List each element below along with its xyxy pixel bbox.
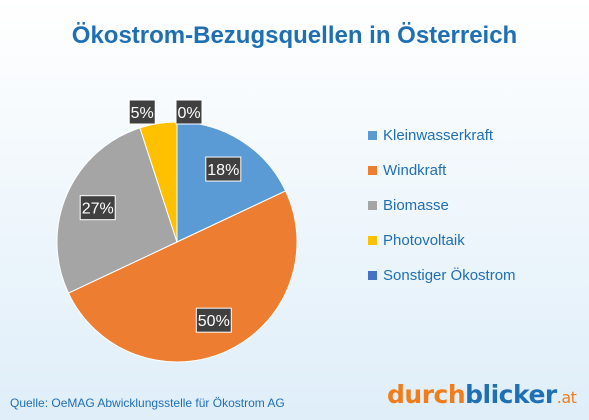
pie-slice-biomasse [56, 127, 178, 294]
legend-item-biomasse: Biomasse [368, 193, 516, 217]
legend-item-windkraft: Windkraft [368, 158, 516, 182]
data-label-box [128, 99, 156, 125]
legend-item-photovoltaik: Photovoltaik [368, 228, 516, 252]
data-label-box [195, 307, 232, 333]
legend-swatch [368, 165, 377, 175]
data-label-text: 5% [131, 105, 154, 122]
data-label-text: 18% [207, 162, 239, 179]
data-label-text: 50% [198, 313, 230, 330]
data-label-photovoltaik: 5% [128, 99, 156, 125]
durchblicker-logo: durchblicker.at [387, 380, 577, 414]
data-label-text: 27% [82, 201, 114, 218]
data-label-sonstiger-okostrom: 0% [175, 99, 203, 125]
legend-item-sonstiger-okostrom: Sonstiger Ökostrom [368, 263, 516, 287]
data-label-box [205, 156, 242, 182]
chart-legend: Kleinwasserkraft Windkraft Biomasse Photovo… [368, 123, 516, 298]
logo-part-blicker: blicker [465, 380, 557, 409]
data-label-box [79, 195, 116, 221]
pie-slice-windkraft [67, 190, 298, 363]
legend-label: Windkraft [383, 161, 447, 179]
logo-part-at: .at [556, 388, 577, 407]
legend-label: Biomasse [383, 196, 449, 214]
source-note: Quelle: OeMAG Abwicklungsstelle für Ökos… [10, 396, 285, 410]
legend-label: Kleinwasserkraft [383, 126, 494, 144]
data-label-biomasse: 27% [79, 195, 116, 221]
legend-item-kleinwasserkraft: Kleinwasserkraft [368, 123, 516, 147]
legend-swatch [368, 200, 377, 210]
legend-swatch [368, 270, 377, 280]
logo-part-durch: durch [387, 380, 466, 409]
data-label-windkraft: 50% [195, 307, 232, 333]
legend-swatch [368, 130, 377, 140]
legend-swatch [368, 235, 377, 245]
data-label-kleinwasserkraft: 18% [205, 156, 242, 182]
data-label-text: 0% [177, 105, 200, 122]
legend-label: Photovoltaik [383, 231, 465, 249]
chart-title: Ökostrom-Bezugsquellen in Österreich [71, 22, 518, 49]
legend-label: Sonstiger Ökostrom [383, 266, 516, 284]
data-label-box [175, 99, 203, 125]
